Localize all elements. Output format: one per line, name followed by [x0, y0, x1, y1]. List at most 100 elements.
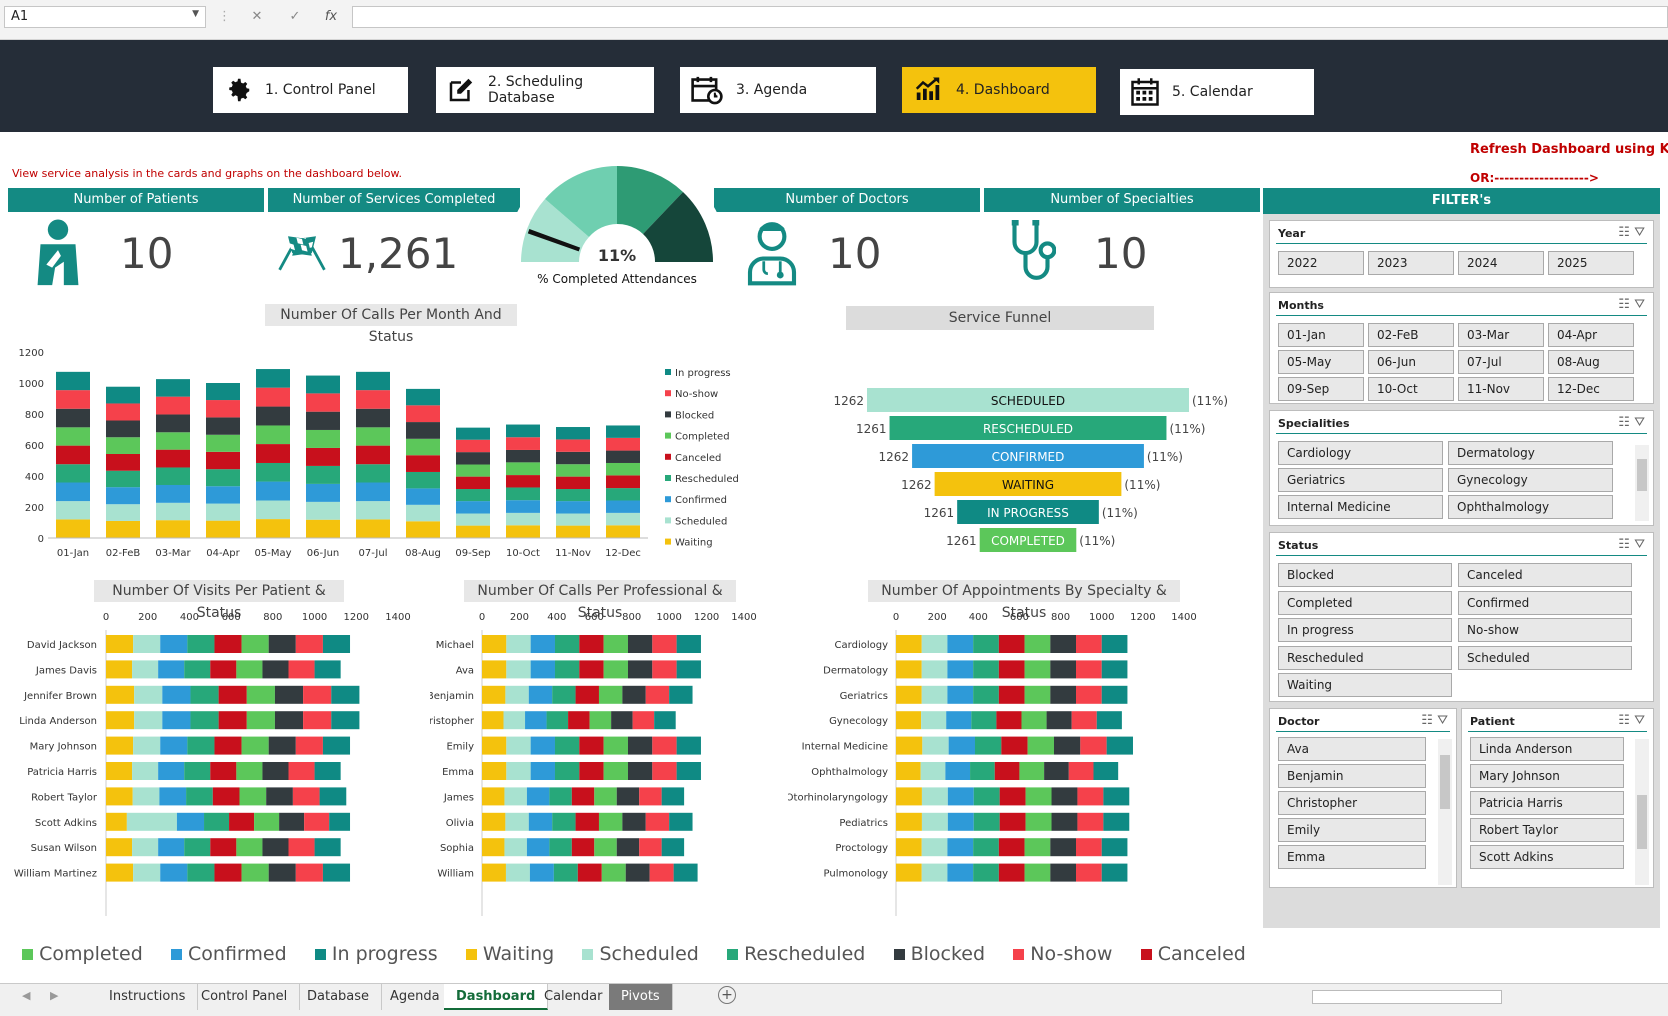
- nav-label: 4. Dashboard: [956, 82, 1050, 98]
- slicer-item-completed[interactable]: Completed: [1278, 590, 1452, 615]
- slicer-item-2025[interactable]: 2025: [1548, 251, 1634, 275]
- clear-filter-icon[interactable]: ☷ ⛛: [1618, 297, 1645, 312]
- y-tick-label: Pulmonology: [824, 869, 889, 880]
- function-icon[interactable]: fx: [324, 9, 338, 24]
- slicer-doctor: Doctor ☷ ⛛ Ava Benjamin Christopher Emily Em…: [1269, 708, 1457, 888]
- slicer-item-06-jun[interactable]: 06-Jun: [1368, 350, 1454, 374]
- name-box[interactable]: A1 ▼: [4, 6, 206, 28]
- clear-filter-icon[interactable]: ☷ ⛛: [1421, 713, 1448, 728]
- bar-segment: [921, 635, 948, 653]
- slicer-item-08-aug[interactable]: 08-Aug: [1548, 350, 1634, 374]
- sheet-tab-database[interactable]: Database: [295, 984, 383, 1010]
- slicer-item-04-apr[interactable]: 04-Apr: [1548, 323, 1634, 347]
- bar-segment: [262, 838, 289, 857]
- bar-segment: [506, 475, 540, 488]
- slicer-item-12-dec[interactable]: 12-Dec: [1548, 377, 1634, 401]
- bar-segment: [331, 711, 360, 730]
- nav-scheduling-database-button[interactable]: 2. Scheduling Database: [436, 67, 654, 113]
- slicer-item-gynecology[interactable]: Gynecology: [1448, 468, 1613, 492]
- bar-segment: [184, 838, 211, 857]
- slicer-item-2024[interactable]: 2024: [1458, 251, 1544, 275]
- scroll-right-icon[interactable]: ▶: [50, 989, 59, 1002]
- slicer-item-scott-adkins[interactable]: Scott Adkins: [1470, 845, 1624, 869]
- nav-dashboard-button[interactable]: 4. Dashboard: [902, 67, 1096, 113]
- bar-segment: [506, 762, 531, 780]
- slicer-item-benjamin[interactable]: Benjamin: [1278, 764, 1426, 788]
- sheet-tab-control-panel[interactable]: Control Panel: [189, 984, 301, 1010]
- add-sheet-button[interactable]: +: [718, 986, 736, 1004]
- slicer-item-christopher[interactable]: Christopher: [1278, 791, 1426, 815]
- clear-filter-icon[interactable]: ☷ ⛛: [1618, 713, 1645, 728]
- slicer-item-03-mar[interactable]: 03-Mar: [1458, 323, 1544, 347]
- slicer-item-confirmed[interactable]: Confirmed: [1458, 590, 1632, 615]
- bar-segment: [554, 635, 580, 653]
- y-tick-label: Gynecology: [829, 716, 888, 727]
- horizontal-scrollbar[interactable]: [1312, 990, 1502, 1004]
- scrollbar[interactable]: [1635, 445, 1649, 521]
- slicer-item-05-may[interactable]: 05-May: [1278, 350, 1364, 374]
- clear-filter-icon[interactable]: ☷ ⛛: [1618, 415, 1645, 430]
- slicer-item-scheduled[interactable]: Scheduled: [1458, 645, 1632, 670]
- slicer-item-blocked[interactable]: Blocked: [1278, 563, 1452, 587]
- enter-icon[interactable]: ✓: [289, 9, 301, 24]
- slicer-item-in-progress[interactable]: In progress: [1278, 618, 1452, 642]
- slicer-item-rescheduled[interactable]: Rescheduled: [1278, 645, 1452, 670]
- slicer-item-cardiology[interactable]: Cardiology: [1278, 441, 1443, 465]
- clear-filter-icon[interactable]: ☷ ⛛: [1618, 225, 1645, 240]
- slicer-item-ophthalmology[interactable]: Ophthalmology: [1448, 495, 1613, 519]
- slicer-item-robert-taylor[interactable]: Robert Taylor: [1470, 818, 1624, 842]
- slicer-item-ava[interactable]: Ava: [1278, 737, 1426, 761]
- slicer-item-mary-johnson[interactable]: Mary Johnson: [1470, 764, 1624, 788]
- slicer-item-07-jul[interactable]: 07-Jul: [1458, 350, 1544, 374]
- bar-segment: [1021, 711, 1047, 730]
- sheet-tab-agenda[interactable]: Agenda: [378, 984, 453, 1010]
- slicer-item-emma[interactable]: Emma: [1278, 845, 1426, 869]
- slicer-item-geriatrics[interactable]: Geriatrics: [1278, 468, 1443, 492]
- bar-segment: [526, 787, 550, 806]
- sheet-tab-instructions[interactable]: Instructions: [97, 984, 199, 1010]
- doctor-icon: [747, 222, 797, 286]
- funnel-percent: (11%): [1192, 394, 1228, 408]
- x-tick-label: 200: [138, 612, 157, 623]
- chevron-down-icon[interactable]: ▼: [192, 9, 199, 19]
- sheet-tab-calendar[interactable]: Calendar: [532, 984, 616, 1010]
- clear-filter-icon[interactable]: ☷ ⛛: [1618, 537, 1645, 552]
- sheet-tab-dashboard[interactable]: Dashboard: [444, 984, 549, 1010]
- slicer-item-2023[interactable]: 2023: [1368, 251, 1454, 275]
- legend-swatch: [665, 411, 671, 418]
- slicer-item-10-oct[interactable]: 10-Oct: [1368, 377, 1454, 401]
- nav-control-panel-button[interactable]: 1. Control Panel: [213, 67, 408, 113]
- slicer-item-dermatology[interactable]: Dermatology: [1448, 441, 1613, 465]
- nav-agenda-button[interactable]: 3. Agenda: [680, 67, 876, 113]
- card-services: Number of Services Completed 1,261: [268, 188, 520, 294]
- slicer-item-internal-medicine[interactable]: Internal Medicine: [1278, 495, 1443, 519]
- scroll-left-icon[interactable]: ◀: [22, 989, 31, 1002]
- bar-segment: [106, 504, 140, 521]
- slicer-item-09-sep[interactable]: 09-Sep: [1278, 377, 1364, 401]
- slicer-item-emily[interactable]: Emily: [1278, 818, 1426, 842]
- nav-calendar-button[interactable]: 5. Calendar: [1120, 69, 1314, 115]
- bar-segment: [56, 408, 90, 428]
- bar-segment: [546, 711, 569, 730]
- formula-input[interactable]: [352, 6, 1668, 28]
- slicer-item-11-nov[interactable]: 11-Nov: [1458, 377, 1544, 401]
- bar-segment: [589, 711, 612, 730]
- legend-swatch: [171, 948, 183, 960]
- slicer-item-canceled[interactable]: Canceled: [1458, 563, 1632, 587]
- slicer-item-patricia-harris[interactable]: Patricia Harris: [1470, 791, 1624, 815]
- slicer-item-01-jan[interactable]: 01-Jan: [1278, 323, 1364, 347]
- slicer-item-linda-anderson[interactable]: Linda Anderson: [1470, 737, 1624, 761]
- slicer-item-02-feb[interactable]: 02-FeB: [1368, 323, 1454, 347]
- scrollbar[interactable]: [1635, 739, 1649, 885]
- slicer-item-2022[interactable]: 2022: [1278, 251, 1364, 275]
- bar-segment: [896, 762, 921, 780]
- bar-segment: [322, 736, 351, 755]
- sheet-tab-pivots[interactable]: Pivots: [609, 984, 673, 1010]
- cancel-icon[interactable]: ✕: [251, 9, 263, 24]
- scrollbar[interactable]: [1438, 739, 1452, 885]
- bar-segment: [1053, 736, 1081, 755]
- bar-segment: [210, 838, 237, 857]
- slicer-item-waiting[interactable]: Waiting: [1278, 673, 1452, 697]
- slicer-item-no-show[interactable]: No-show: [1458, 618, 1632, 642]
- bar-segment: [504, 787, 527, 806]
